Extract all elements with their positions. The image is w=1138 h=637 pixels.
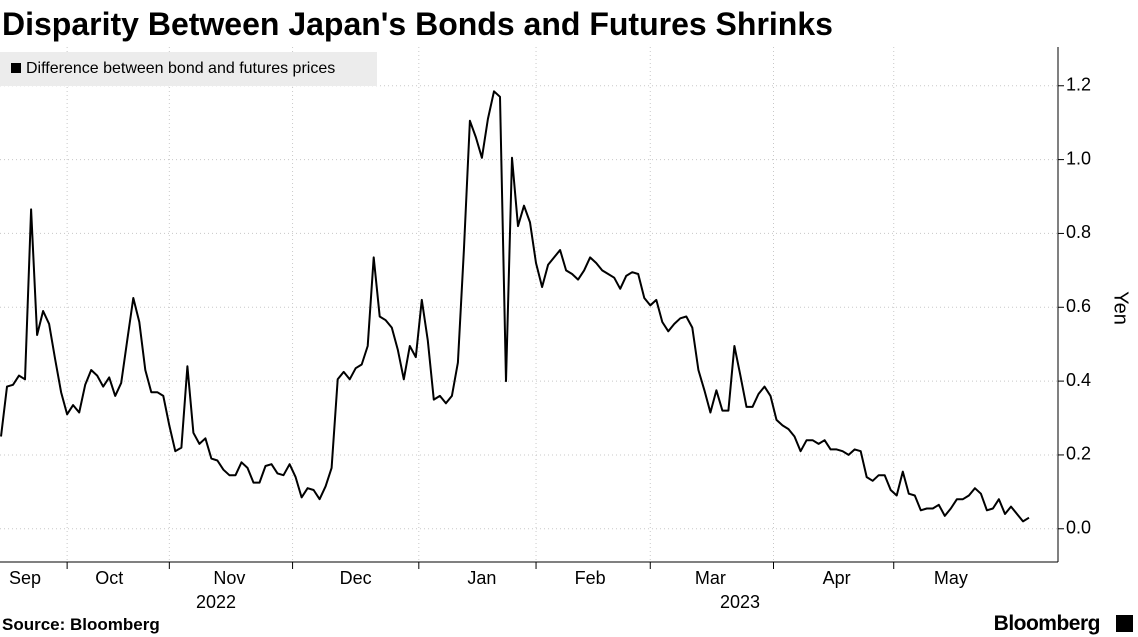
y-tick-label: 0.2 (1066, 444, 1091, 464)
x-tick-label: Dec (340, 568, 372, 588)
x-tick-label: Oct (95, 568, 123, 588)
brand-icon (1116, 615, 1133, 632)
x-year-label: 2022 (196, 592, 236, 612)
y-tick-label: 0.4 (1066, 370, 1091, 390)
legend-swatch (11, 63, 21, 73)
legend-box (0, 52, 377, 86)
chart-title: Disparity Between Japan's Bonds and Futu… (2, 6, 833, 42)
y-axis-label: Yen (1110, 291, 1132, 325)
y-tick-label: 0.0 (1066, 518, 1091, 538)
x-year-label: 2023 (720, 592, 760, 612)
source: Source: Bloomberg (2, 615, 160, 634)
legend: Difference between bond and futures pric… (0, 52, 377, 86)
x-tick-label: Apr (823, 568, 851, 588)
x-tick-label: Feb (575, 568, 606, 588)
line-series (0, 90, 1030, 523)
y-tick-label: 1.2 (1066, 75, 1091, 95)
x-tick-label: Sep (9, 568, 41, 588)
x-tick-label: Jan (467, 568, 496, 588)
x-tick-label: Mar (695, 568, 726, 588)
brand: Bloomberg (994, 612, 1100, 635)
x-tick-label: May (934, 568, 968, 588)
y-tick-label: 0.8 (1066, 222, 1091, 242)
y-tick-label: 0.6 (1066, 296, 1091, 316)
legend-label: Difference between bond and futures pric… (26, 60, 335, 77)
x-tick-label: Nov (213, 568, 245, 588)
y-tick-label: 1.0 (1066, 148, 1091, 168)
